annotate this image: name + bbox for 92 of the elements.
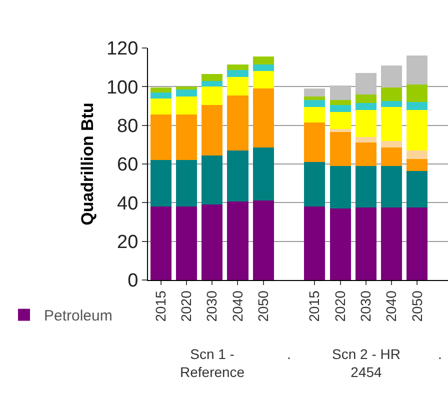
bar [202, 105, 223, 156]
bar [381, 88, 402, 102]
bar [252, 64, 274, 72]
bar [202, 74, 223, 81]
bar [304, 100, 326, 107]
bar [406, 84, 428, 102]
bar [355, 142, 376, 166]
bar [330, 86, 351, 100]
bar [355, 94, 376, 104]
bar [176, 96, 197, 115]
bar [406, 170, 428, 208]
bar [252, 88, 274, 148]
bar [355, 73, 376, 94]
bar [355, 208, 376, 280]
bar [406, 159, 428, 171]
bar [330, 132, 351, 166]
bar [330, 208, 351, 280]
bar [227, 77, 248, 96]
x-tick-label: 2020 [178, 290, 194, 322]
bar [304, 96, 326, 100]
y-tick-label: 40 [117, 193, 138, 214]
bar [176, 114, 197, 160]
bar [227, 70, 248, 77]
bar [176, 90, 197, 96]
bar [381, 65, 402, 88]
bar [202, 204, 223, 280]
bar [406, 102, 428, 110]
bar [150, 88, 172, 92]
x-tick-label: 2015 [306, 290, 322, 322]
bar [355, 166, 376, 208]
y-axis-title: Quadrillion Btu [78, 102, 98, 226]
bar [150, 92, 172, 98]
bar [176, 206, 197, 280]
bar [330, 105, 351, 112]
bar [227, 150, 248, 202]
y-tick-label: 0 [128, 270, 138, 292]
bar [150, 114, 172, 160]
x-tick-label: 2020 [332, 290, 348, 322]
text: Scn 1 - Reference [180, 346, 245, 380]
bar [202, 155, 223, 205]
bar [330, 112, 351, 130]
bar [406, 150, 428, 160]
bar [406, 110, 428, 150]
bar [202, 80, 223, 87]
bar [304, 106, 326, 122]
text: . [287, 346, 291, 362]
bar [202, 86, 223, 106]
bar [330, 100, 351, 106]
bar [355, 110, 376, 137]
bar [304, 162, 326, 207]
bar [381, 166, 402, 208]
y-tick-label: 120 [106, 38, 138, 60]
bar [176, 86, 197, 90]
x-tick-label: 2040 [383, 290, 400, 322]
bar [381, 101, 402, 107]
bar [304, 122, 326, 162]
bar [252, 56, 274, 64]
x-tick-label: 2050 [408, 290, 425, 322]
bar [381, 148, 402, 166]
bar [330, 166, 351, 208]
bar [150, 206, 172, 280]
bar [227, 64, 248, 70]
bar [381, 208, 402, 280]
x-tick-label: 2030 [358, 290, 374, 322]
x-tick-label: 2040 [229, 290, 246, 322]
bar [252, 71, 274, 89]
bar [150, 98, 172, 115]
x-tick-label: 2015 [152, 290, 168, 322]
bar [330, 129, 351, 132]
bar [355, 136, 376, 143]
bar [304, 206, 326, 280]
bar [252, 200, 274, 280]
bar [227, 95, 248, 150]
bar [150, 160, 172, 207]
bar [252, 148, 274, 201]
text: Scn 2 - HR 2454 [332, 346, 400, 380]
bar [176, 160, 197, 207]
y-tick-label: 80 [117, 116, 138, 137]
bar [355, 103, 376, 110]
y-tick-label: 20 [117, 232, 138, 253]
bar [381, 140, 402, 148]
y-tick-label: 100 [106, 77, 138, 98]
text: . [438, 346, 442, 362]
bar [381, 106, 402, 141]
bar [304, 88, 326, 96]
x-tick-label: 2030 [204, 290, 220, 322]
bar [406, 56, 428, 85]
bar [406, 208, 428, 280]
x-tick-label: 2050 [254, 290, 271, 322]
y-tick-label: 60 [117, 154, 138, 176]
bar [227, 202, 248, 280]
legend-label: Petroleum [44, 308, 112, 325]
